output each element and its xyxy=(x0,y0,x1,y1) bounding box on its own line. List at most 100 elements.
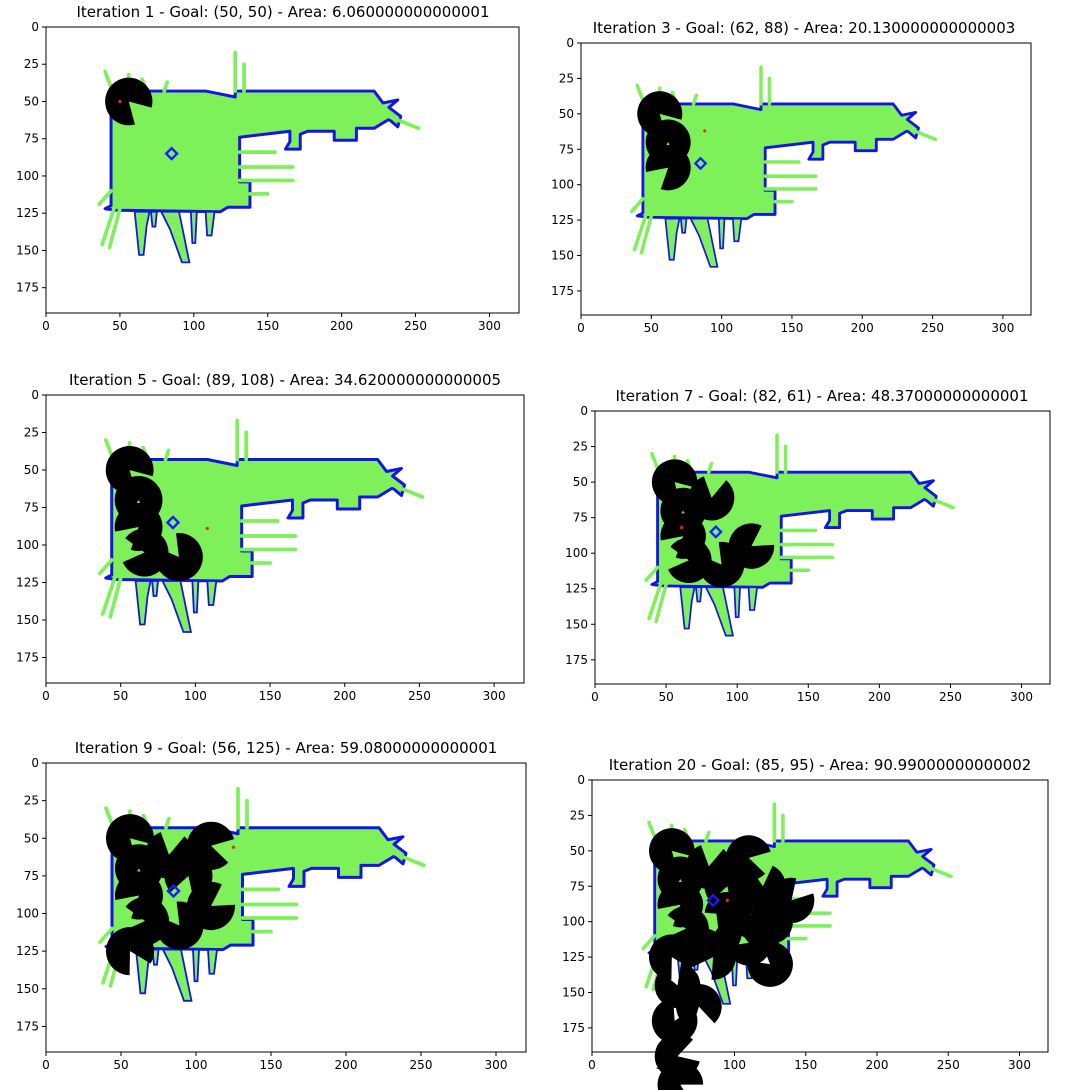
y-tick-label: 150 xyxy=(16,613,39,627)
occupancy-map xyxy=(629,65,938,269)
x-tick-label: 300 xyxy=(485,1058,508,1072)
occupancy-map xyxy=(644,433,956,638)
occupancy-map xyxy=(97,50,421,265)
y-tick-label: 25 xyxy=(24,794,39,808)
occupancy-map xyxy=(97,418,425,634)
subplot-iteration-20: Iteration 20 - Goal: (85, 95) - Area: 90… xyxy=(562,756,1049,1090)
y-tick-label: 150 xyxy=(562,986,585,1000)
subplot-title: Iteration 20 - Goal: (85, 95) - Area: 90… xyxy=(609,756,1032,774)
x-tick-label: 100 xyxy=(184,689,207,703)
x-tick-label: 100 xyxy=(710,321,733,335)
x-tick-label: 200 xyxy=(333,689,356,703)
y-tick-label: 25 xyxy=(24,426,39,440)
y-tick-label: 0 xyxy=(566,36,574,50)
x-tick-label: 150 xyxy=(780,321,803,335)
y-tick-label: 25 xyxy=(573,440,588,454)
x-tick-label: 250 xyxy=(408,689,431,703)
y-tick-label: 125 xyxy=(16,576,39,590)
x-tick-label: 250 xyxy=(410,1058,433,1072)
explored-sector xyxy=(105,445,154,494)
explored-sector xyxy=(105,927,154,976)
explored-area xyxy=(648,828,815,1090)
y-tick-label: 75 xyxy=(24,501,39,515)
y-tick-label: 75 xyxy=(24,869,39,883)
y-tick-label: 150 xyxy=(565,617,588,631)
x-tick-label: 100 xyxy=(726,690,749,704)
explored-sector xyxy=(648,934,695,980)
explored-sector xyxy=(155,533,203,582)
robot-marker xyxy=(706,893,720,908)
y-tick-label: 175 xyxy=(565,653,588,667)
subplot-iteration-9: Iteration 9 - Goal: (56, 125) - Area: 59… xyxy=(16,739,527,1072)
x-tick-label: 250 xyxy=(939,690,962,704)
x-tick-label: 50 xyxy=(656,1058,671,1072)
explored-sector xyxy=(648,828,695,874)
x-tick-label: 250 xyxy=(404,319,427,333)
y-tick-label: 100 xyxy=(16,538,39,552)
x-tick-label: 0 xyxy=(591,690,599,704)
y-tick-label: 100 xyxy=(562,915,585,929)
explored-sector xyxy=(690,934,736,980)
y-tick-label: 175 xyxy=(562,1021,585,1035)
subplot-iteration-7: Iteration 7 - Goal: (82, 61) - Area: 48.… xyxy=(565,387,1051,704)
explored-area xyxy=(105,445,203,582)
explored-sector xyxy=(728,523,775,569)
y-tick-label: 125 xyxy=(562,950,585,964)
subplot-title: Iteration 7 - Goal: (82, 61) - Area: 48.… xyxy=(615,387,1028,405)
subplot-iteration-5: Iteration 5 - Goal: (89, 108) - Area: 34… xyxy=(16,371,525,703)
explored-sector xyxy=(645,145,691,191)
x-tick-label: 150 xyxy=(794,1058,817,1072)
y-tick-label: 25 xyxy=(24,57,39,71)
robot-marker xyxy=(164,146,179,161)
y-tick-label: 25 xyxy=(570,808,585,822)
y-tick-label: 0 xyxy=(31,20,39,34)
y-tick-label: 0 xyxy=(577,773,585,787)
y-tick-label: 100 xyxy=(16,907,39,921)
y-tick-label: 50 xyxy=(24,831,39,845)
y-tick-label: 50 xyxy=(573,475,588,489)
y-tick-label: 0 xyxy=(580,404,588,418)
subplot-title: Iteration 1 - Goal: (50, 50) - Area: 6.0… xyxy=(76,3,489,21)
subplot-title: Iteration 5 - Goal: (89, 108) - Area: 34… xyxy=(69,371,501,389)
x-tick-label: 50 xyxy=(113,689,128,703)
x-tick-label: 100 xyxy=(723,1058,746,1072)
x-tick-label: 250 xyxy=(937,1058,960,1072)
x-tick-label: 50 xyxy=(658,690,673,704)
explored-area xyxy=(105,814,236,976)
goal-point xyxy=(725,898,729,902)
x-tick-label: 200 xyxy=(866,1058,889,1072)
y-tick-label: 150 xyxy=(16,243,39,257)
y-tick-label: 0 xyxy=(31,388,39,402)
robot-marker xyxy=(693,156,708,171)
goal-point xyxy=(118,99,122,104)
y-tick-label: 100 xyxy=(16,169,39,183)
x-tick-label: 0 xyxy=(42,319,50,333)
y-tick-label: 125 xyxy=(16,206,39,220)
y-tick-label: 75 xyxy=(559,142,574,156)
y-tick-label: 100 xyxy=(551,178,574,192)
subplot-title: Iteration 9 - Goal: (56, 125) - Area: 59… xyxy=(75,739,498,757)
x-tick-label: 200 xyxy=(335,1058,358,1072)
explored-area xyxy=(637,91,691,191)
x-tick-label: 300 xyxy=(483,689,506,703)
explored-sector xyxy=(768,877,815,924)
x-tick-label: 0 xyxy=(42,689,50,703)
x-tick-label: 300 xyxy=(1010,690,1033,704)
x-tick-label: 150 xyxy=(256,319,279,333)
x-tick-label: 150 xyxy=(260,1058,283,1072)
y-tick-label: 150 xyxy=(551,249,574,263)
y-tick-label: 175 xyxy=(16,1019,39,1033)
x-tick-label: 0 xyxy=(42,1058,50,1072)
x-tick-label: 300 xyxy=(991,321,1014,335)
goal-point xyxy=(231,845,236,849)
y-tick-label: 125 xyxy=(551,213,574,227)
explored-sector xyxy=(676,983,722,1029)
y-tick-label: 125 xyxy=(16,944,39,958)
x-tick-label: 0 xyxy=(577,321,585,335)
x-tick-label: 250 xyxy=(921,321,944,335)
explored-sector xyxy=(105,77,153,126)
explored-sector xyxy=(105,814,154,863)
explored-sector xyxy=(651,459,698,505)
occupancy-map xyxy=(98,786,426,1003)
y-tick-label: 175 xyxy=(16,651,39,665)
